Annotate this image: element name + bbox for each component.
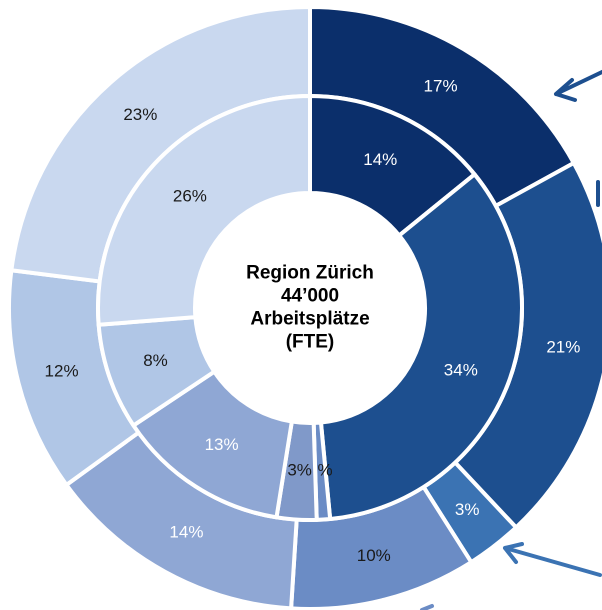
donut-segment [96,94,312,327]
arrow [503,542,602,577]
data-label: 3% [455,500,480,519]
center-text: (FTE) [286,332,335,353]
center-text: Region Zürich [246,263,374,284]
data-label: 14% [169,522,203,541]
decor-arrows [420,70,602,610]
arrow [420,604,434,610]
data-label: 21% [546,338,580,357]
center-text: 44’000 [281,286,339,307]
data-label: 17% [424,77,458,96]
data-label: 12% [45,361,79,380]
arrow [554,70,602,102]
data-label: 14% [363,150,397,169]
donut-segment [318,172,524,522]
data-label: 3% [287,461,312,480]
data-label: 10% [357,546,391,565]
data-label: 13% [205,435,239,454]
center-text: Arbeitsplätze [250,309,369,330]
rings: 17%21%3%10%14%12%23%14%34%1%3%13%8%26% [7,5,602,610]
data-label: 34% [444,361,478,380]
data-label: 8% [143,351,168,370]
data-label: 23% [123,105,157,124]
data-label: 26% [173,187,207,206]
